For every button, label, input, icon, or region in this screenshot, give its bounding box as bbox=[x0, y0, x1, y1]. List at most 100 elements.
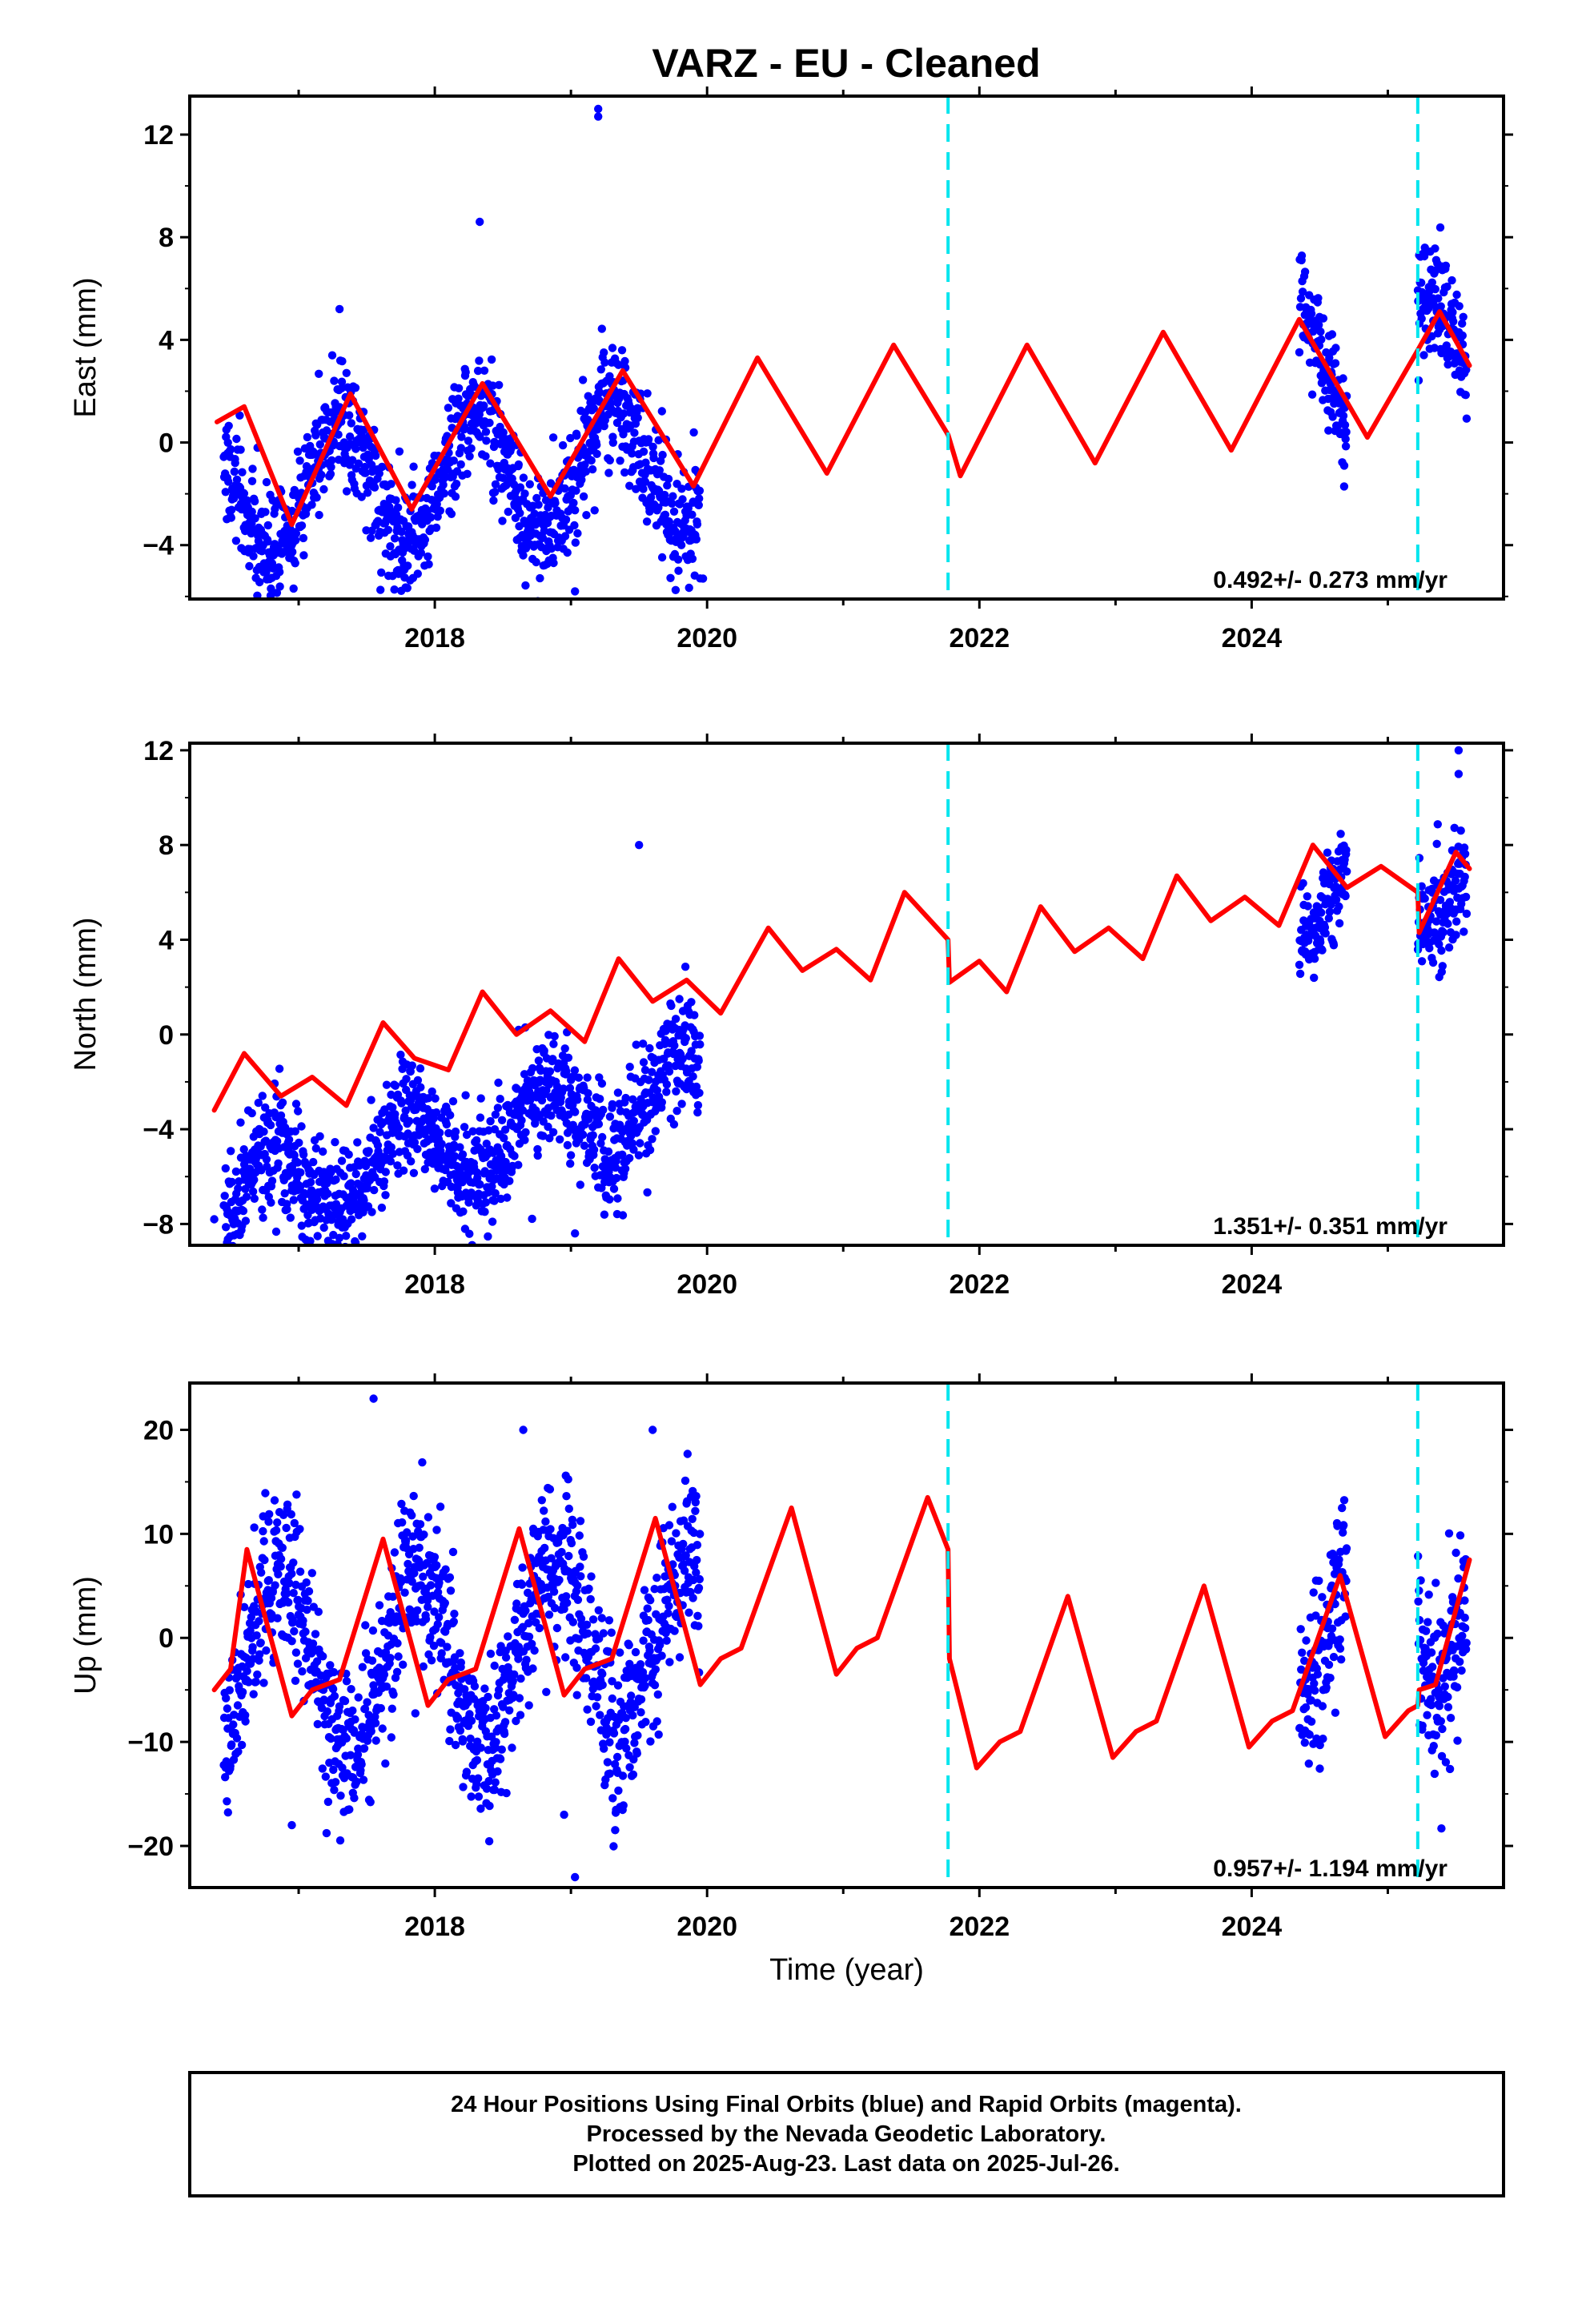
data-point bbox=[1458, 319, 1467, 328]
data-point bbox=[639, 447, 648, 456]
data-point bbox=[297, 521, 307, 530]
x-tick-label: 2024 bbox=[1222, 1269, 1283, 1300]
data-point bbox=[387, 1704, 396, 1713]
data-point bbox=[1311, 1686, 1319, 1695]
data-point bbox=[381, 1759, 390, 1768]
data-point bbox=[618, 1771, 628, 1780]
data-point bbox=[588, 464, 597, 474]
data-point bbox=[361, 468, 370, 477]
data-point bbox=[1318, 1593, 1327, 1602]
data-point bbox=[467, 1792, 476, 1801]
data-point bbox=[388, 1592, 397, 1602]
data-point bbox=[1431, 244, 1439, 253]
data-point bbox=[604, 1147, 613, 1156]
data-point bbox=[650, 1585, 659, 1594]
data-point bbox=[404, 561, 412, 570]
data-point bbox=[366, 1798, 375, 1807]
data-point bbox=[586, 1717, 596, 1727]
data-point bbox=[1419, 351, 1428, 360]
data-point bbox=[679, 1539, 688, 1549]
data-point bbox=[587, 1572, 596, 1581]
data-point bbox=[397, 1499, 406, 1509]
data-point bbox=[651, 1665, 660, 1674]
data-point bbox=[419, 1662, 428, 1671]
data-point bbox=[391, 496, 400, 505]
data-point bbox=[665, 1067, 674, 1076]
data-point bbox=[516, 1711, 525, 1719]
data-point bbox=[689, 1594, 697, 1602]
data-point bbox=[1317, 335, 1326, 344]
data-point bbox=[469, 1695, 479, 1703]
data-point bbox=[1462, 909, 1472, 919]
data-point bbox=[1458, 331, 1468, 340]
data-point bbox=[394, 1124, 404, 1132]
data-point bbox=[250, 497, 259, 506]
data-point bbox=[376, 585, 385, 594]
data-point bbox=[232, 475, 242, 485]
data-point bbox=[1341, 435, 1350, 444]
data-point bbox=[389, 1690, 398, 1699]
data-point bbox=[403, 1528, 412, 1537]
data-point bbox=[648, 1425, 657, 1434]
data-point bbox=[358, 1663, 367, 1671]
data-point bbox=[1312, 1734, 1321, 1743]
data-point bbox=[319, 485, 328, 494]
data-point bbox=[1446, 1714, 1456, 1723]
data-point bbox=[640, 1066, 650, 1075]
data-point bbox=[566, 1159, 575, 1168]
data-point bbox=[550, 1603, 560, 1613]
data-point bbox=[456, 460, 465, 469]
data-point bbox=[572, 1691, 581, 1699]
data-point bbox=[1460, 1596, 1469, 1605]
data-point bbox=[673, 555, 683, 564]
data-point bbox=[1452, 931, 1460, 939]
data-point bbox=[1433, 820, 1443, 829]
data-point bbox=[258, 1092, 267, 1100]
data-point bbox=[612, 1173, 621, 1183]
data-point bbox=[520, 489, 529, 498]
data-point bbox=[668, 1502, 677, 1511]
data-point bbox=[338, 1763, 347, 1772]
data-point bbox=[1438, 1724, 1447, 1734]
data-point bbox=[442, 1120, 452, 1129]
data-point bbox=[473, 1737, 482, 1746]
data-point bbox=[319, 1223, 328, 1232]
data-point bbox=[470, 1682, 480, 1691]
data-point bbox=[619, 409, 628, 418]
data-point bbox=[435, 1578, 444, 1587]
data-point bbox=[564, 1551, 573, 1561]
data-point bbox=[315, 1132, 324, 1141]
data-point bbox=[510, 1615, 520, 1625]
data-point bbox=[1313, 1670, 1323, 1679]
data-point bbox=[616, 456, 624, 465]
data-point bbox=[648, 442, 657, 452]
data-point bbox=[579, 492, 588, 501]
data-point bbox=[416, 1064, 425, 1073]
data-point bbox=[515, 1694, 524, 1703]
data-point bbox=[337, 384, 346, 392]
data-point bbox=[461, 1091, 470, 1100]
data-point bbox=[625, 1154, 634, 1163]
data-point bbox=[590, 506, 599, 515]
data-point bbox=[1300, 1656, 1309, 1665]
data-point bbox=[600, 1210, 609, 1219]
data-point bbox=[539, 1132, 548, 1140]
data-point bbox=[351, 1715, 359, 1724]
data-point bbox=[652, 1717, 661, 1726]
data-point bbox=[288, 1615, 297, 1625]
data-point bbox=[255, 577, 264, 587]
data-point bbox=[545, 1067, 555, 1076]
data-point bbox=[524, 1632, 534, 1641]
data-point bbox=[1435, 895, 1445, 905]
data-point bbox=[588, 1131, 597, 1140]
data-point bbox=[649, 453, 658, 463]
data-point bbox=[693, 1555, 701, 1565]
data-point bbox=[490, 1196, 499, 1205]
data-point bbox=[287, 1510, 295, 1519]
data-point bbox=[366, 533, 375, 542]
data-point bbox=[599, 1629, 608, 1638]
data-point bbox=[458, 1737, 468, 1746]
data-point bbox=[671, 585, 681, 594]
data-point bbox=[670, 1626, 679, 1635]
data-point bbox=[337, 377, 347, 386]
